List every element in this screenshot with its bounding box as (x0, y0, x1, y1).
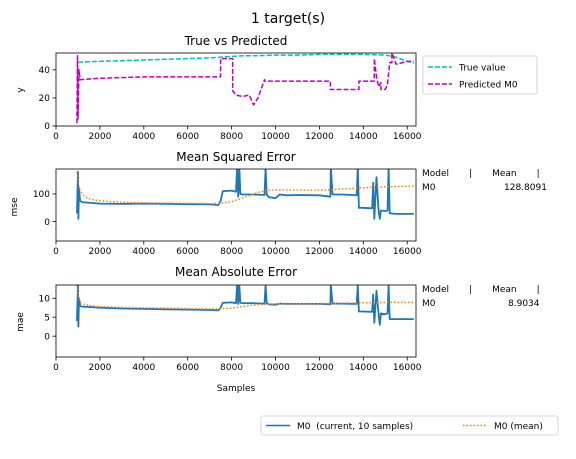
mse-table-value: 128.8091 (504, 183, 547, 193)
mse-table-header: Model | Mean | (422, 169, 540, 179)
x-tick-label: 4000 (132, 247, 155, 257)
y-tick-label: 0 (44, 122, 50, 132)
bottom-legend-box (260, 415, 559, 436)
y-tick-label: 100 (33, 190, 50, 200)
panel-1-plot: 0 2000 4000 6000 8000 10000 12000 14000 16000 0 20… (39, 52, 422, 142)
figure-suptitle: 1 target(s) (251, 11, 325, 27)
y-tick-label: 40 (39, 66, 51, 76)
series-line-m0-current-10-samples (76, 169, 414, 220)
y-tick-label: 20 (39, 94, 51, 104)
plot-frame (55, 168, 417, 242)
panel-1-title: True vs Predicted (184, 34, 288, 48)
x-tick-label: 10000 (261, 132, 290, 142)
panel-2-plot: 0 2000 4000 6000 8000 10000 12000 14000 16000 0 10… (33, 168, 422, 257)
x-tick-label: 8000 (220, 132, 243, 142)
bottom-legend-label-current: M0 (current, 10 samples) (297, 422, 413, 432)
panel-true-vs-predicted: True vs Predicted y 0 2000 4000 6000 8000 100… (16, 34, 538, 142)
panel-mse: Mean Squared Error mse 0 2000 4000 6000 8000… (10, 150, 547, 257)
x-tick-label: 10000 (261, 363, 290, 373)
x-tick-label: 10000 (261, 247, 290, 257)
panel-3-ylabel: mae (16, 312, 26, 332)
plot-frame (55, 284, 417, 358)
panel-3-title: Mean Absolute Error (175, 265, 297, 279)
plot-frame (55, 52, 417, 127)
bottom-legend-label-mean: M0 (mean) (494, 422, 543, 432)
panel-2-title: Mean Squared Error (176, 150, 296, 164)
legend-label-predicted: Predicted M0 (459, 81, 518, 91)
x-tick-label: 2000 (88, 132, 111, 142)
x-tick-label: 0 (53, 363, 59, 373)
x-tick-label: 0 (53, 132, 59, 142)
x-tick-label: 4000 (132, 132, 155, 142)
panel-mae: Mean Absolute Error mae Samples 0 2000 400… (16, 265, 540, 394)
panel-1-legend: True value Predicted M0 (422, 55, 538, 95)
x-tick-label: 12000 (305, 132, 334, 142)
y-tick-label: 5 (44, 313, 50, 323)
x-tick-label: 0 (53, 247, 59, 257)
mae-table-value: 8.9034 (508, 299, 540, 309)
panel-2-ylabel: mse (10, 197, 20, 216)
x-tick-label: 8000 (220, 247, 243, 257)
x-tick-label: 16000 (393, 247, 422, 257)
series-line-true-value (77, 53, 414, 64)
panel-3-xlabel: Samples (217, 384, 256, 394)
x-tick-label: 4000 (132, 363, 155, 373)
x-tick-label: 12000 (305, 247, 334, 257)
y-tick-label: 0 (44, 218, 50, 228)
series-line-m0-current-10-samples (76, 285, 414, 328)
series-line-predicted-m0 (76, 53, 414, 124)
x-tick-label: 14000 (349, 247, 378, 257)
x-tick-label: 6000 (176, 132, 199, 142)
x-tick-label: 6000 (176, 247, 199, 257)
x-tick-label: 14000 (349, 363, 378, 373)
x-tick-label: 2000 (88, 363, 111, 373)
mae-table-model: M0 (422, 299, 436, 309)
series-line-m0-mean (76, 285, 414, 310)
x-tick-label: 12000 (305, 363, 334, 373)
x-tick-label: 14000 (349, 132, 378, 142)
mae-table-header: Model | Mean | (422, 285, 540, 295)
x-tick-label: 8000 (220, 363, 243, 373)
y-tick-label: 10 (39, 294, 51, 304)
x-tick-label: 6000 (176, 363, 199, 373)
panel-3-plot: 0 2000 4000 6000 8000 10000 12000 14000 16000 0 5 1… (39, 284, 422, 373)
x-tick-label: 16000 (393, 132, 422, 142)
mse-table-model: M0 (422, 183, 436, 193)
y-tick-label: 0 (44, 332, 50, 342)
x-tick-label: 16000 (393, 363, 422, 373)
panel-1-ylabel: y (16, 87, 26, 93)
legend-label-true-value: True value (458, 64, 506, 74)
bottom-legend: M0 (current, 10 samples) M0 (mean) (260, 415, 559, 436)
x-tick-label: 2000 (88, 247, 111, 257)
